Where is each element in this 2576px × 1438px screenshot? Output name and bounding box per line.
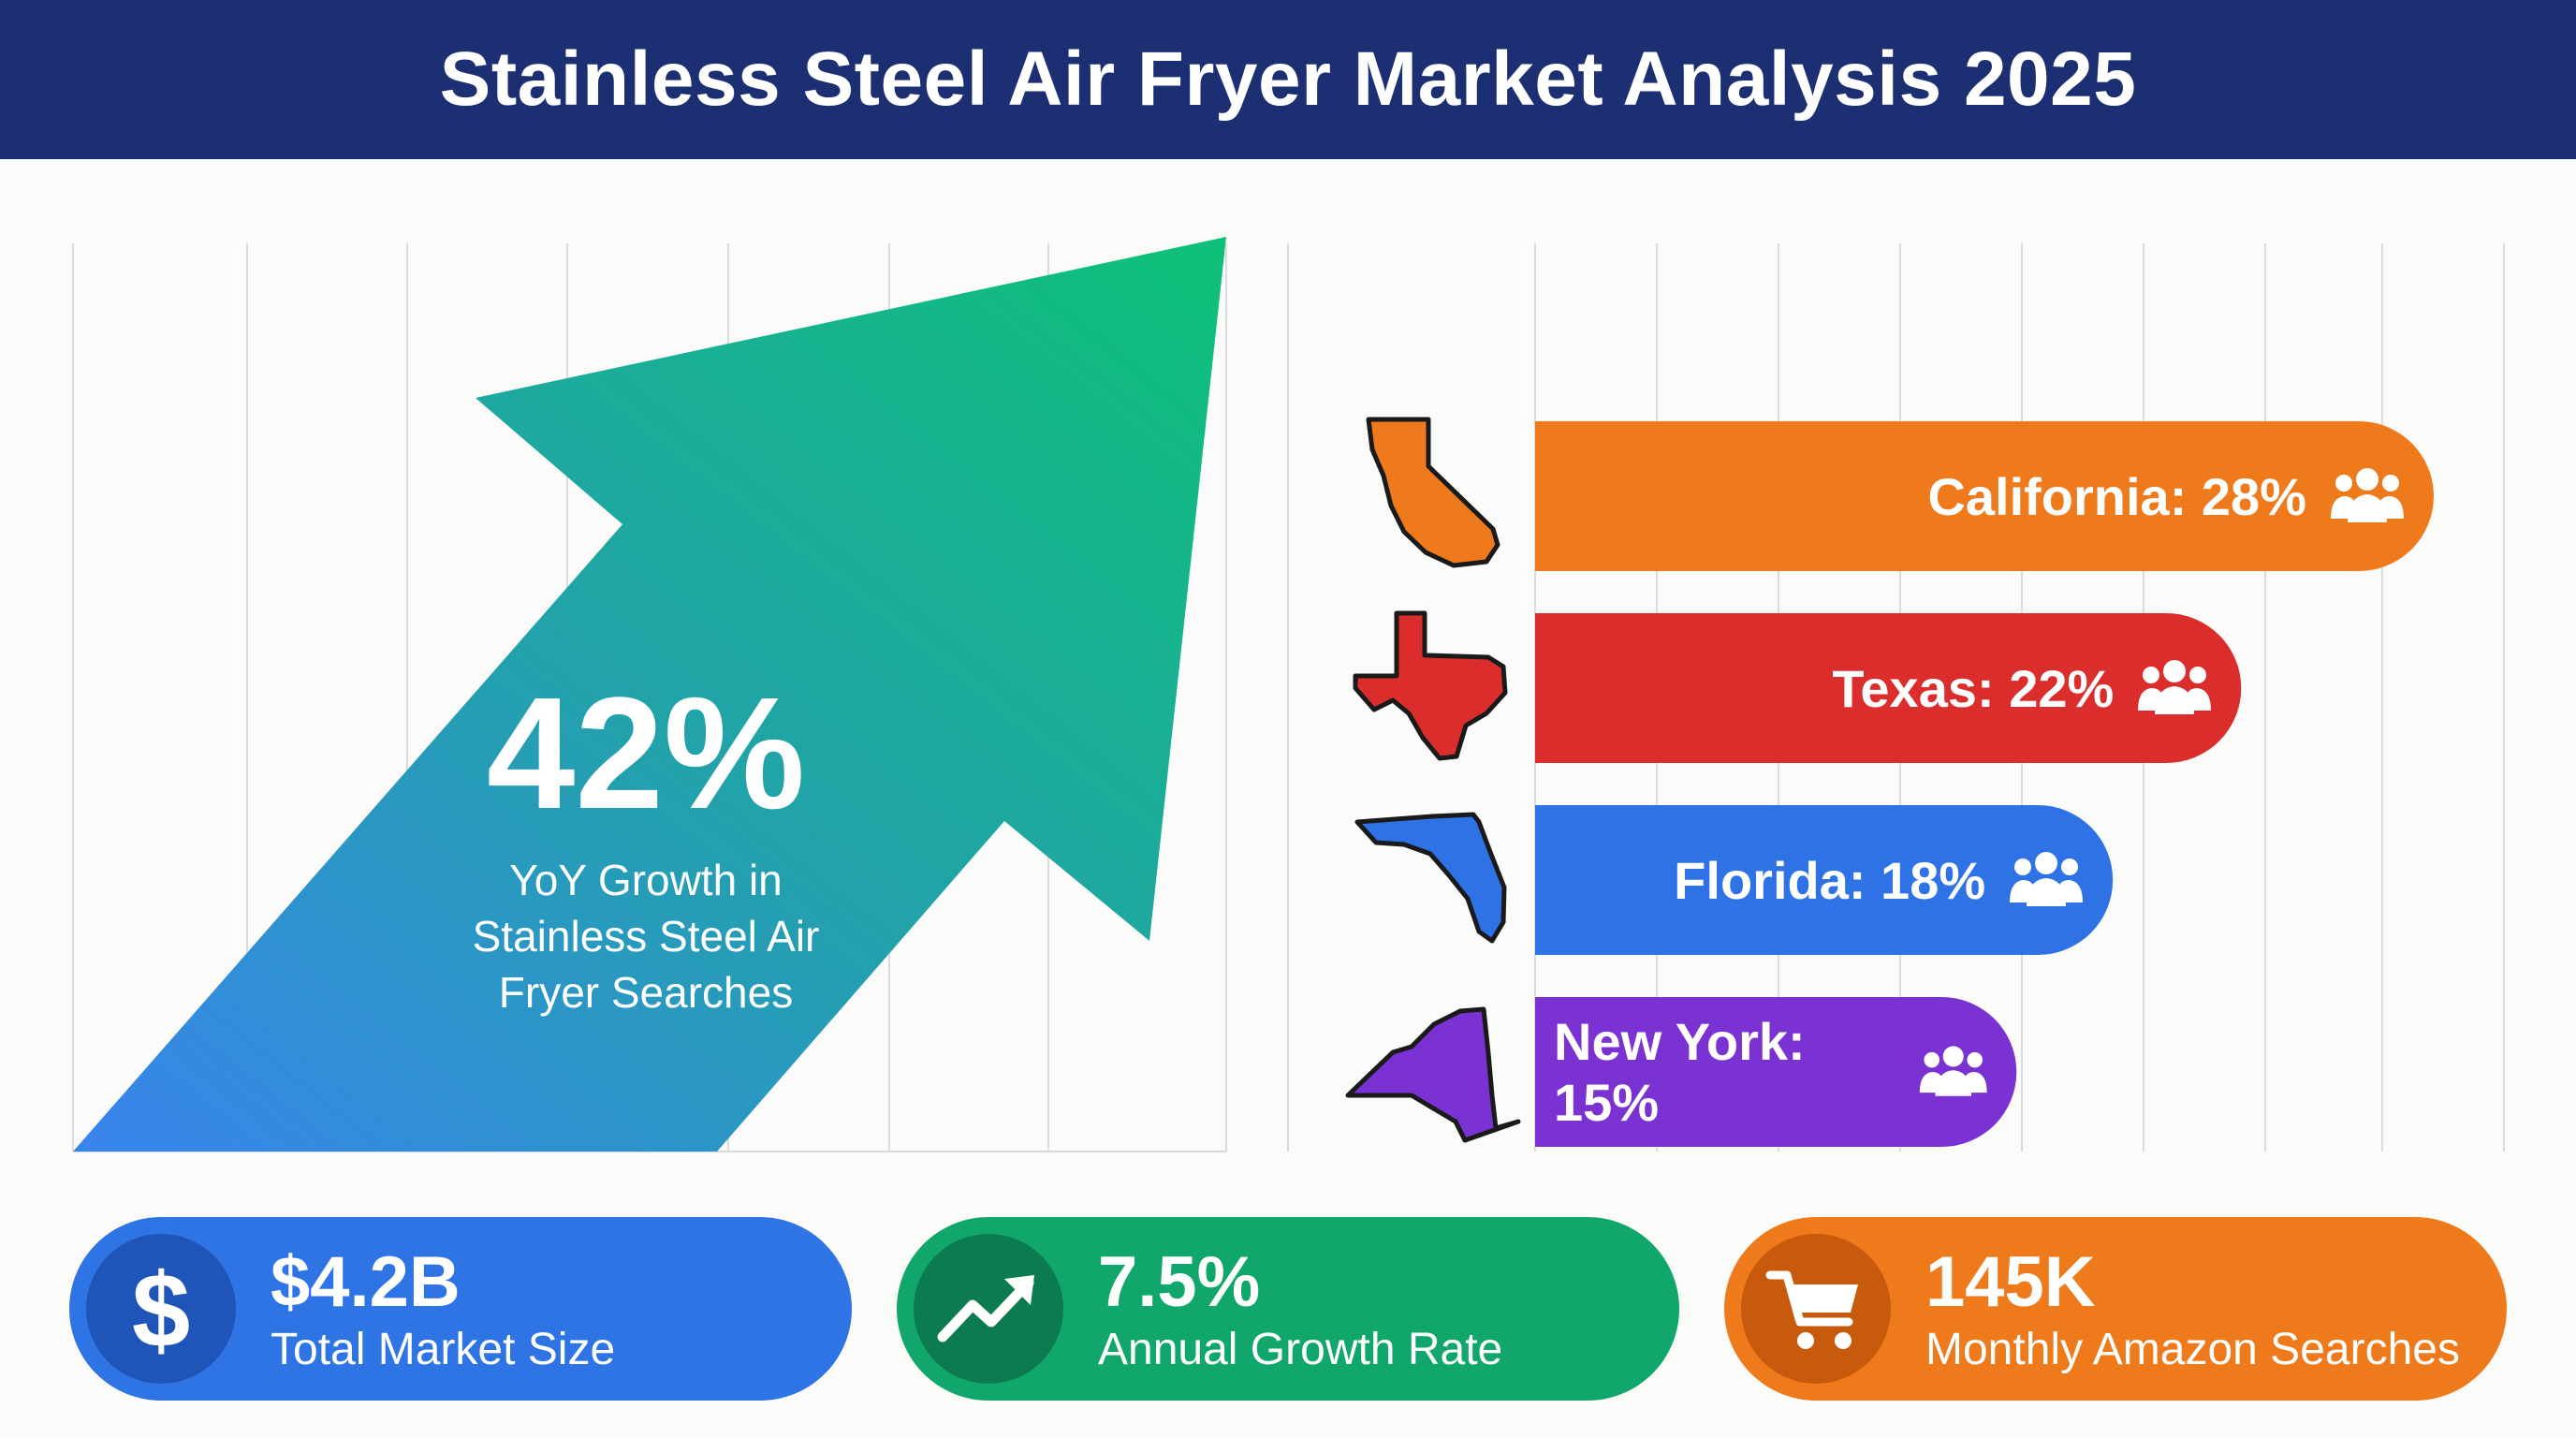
bar-florida [1535,805,2114,955]
title-banner: Stainless Steel Air Fryer Market Analysi… [0,0,2576,159]
bar-label: Texas: 22% [1554,613,2213,763]
florida-map-icon [1354,812,1507,944]
kpi-label: Monthly Amazon Searches [1925,1325,2460,1374]
kpi-card-growth-rate: 7.5% Annual Growth Rate [897,1217,1679,1401]
kpi-value: 7.5% [1098,1242,1261,1322]
growth-arrow [73,237,1226,1152]
bar-label: Florida: 18% [1554,805,2085,955]
bar-texas [1535,613,2242,763]
kpi-icon-circle [914,1234,1063,1384]
bar-new-york [1535,997,2017,1147]
shopping-cart-icon [1765,1270,1858,1349]
kpi-icon-circle [1741,1234,1891,1384]
bar-label-text: California: 28% [1927,466,2306,526]
texas-map-icon [1353,610,1508,761]
svg-text:$: $ [132,1253,190,1365]
growth-description: YoY Growth in Stainless Steel Air Fryer … [412,852,880,1020]
kpi-icon-circle: $ [86,1234,236,1384]
kpi-card-amazon-searches: 145K Monthly Amazon Searches [1724,1217,2507,1401]
bar-label-text: Texas: 22% [1832,658,2115,718]
people-icon [2010,852,2084,906]
people-icon [2331,468,2404,522]
people-icon [1919,1046,1987,1096]
dollar-icon: $ [132,1253,190,1365]
people-icon [2138,660,2212,714]
page-title: Stainless Steel Air Fryer Market Analysi… [439,37,2137,122]
growth-description-line: YoY Growth in [509,856,783,904]
growth-description-line: Fryer Searches [498,968,794,1017]
kpi-card-market-size: $ $4.2B Total Market Size [69,1217,852,1401]
kpi-label: Total Market Size [271,1325,616,1374]
bar-label: California: 28% [1554,421,2406,571]
kpi-label: Annual Growth Rate [1098,1325,1503,1374]
bar-label: New York: 15% [1554,997,1988,1147]
trending-up-icon [937,1275,1034,1343]
bar-label-text: Florida: 18% [1674,850,1986,910]
growth-description-line: Stainless Steel Air [472,912,820,961]
bar-label-text: New York: 15% [1554,1012,1806,1132]
california-map-icon [1366,417,1500,568]
state-bars [1535,421,2434,1147]
growth-value: 42% [486,665,806,843]
kpi-value: $4.2B [271,1242,461,1322]
growth-callout: 42% YoY Growth in Stainless Steel Air Fr… [412,674,880,1020]
new-york-map-icon [1345,1006,1521,1143]
kpi-value: 145K [1925,1242,2096,1322]
bar-california [1535,421,2434,571]
